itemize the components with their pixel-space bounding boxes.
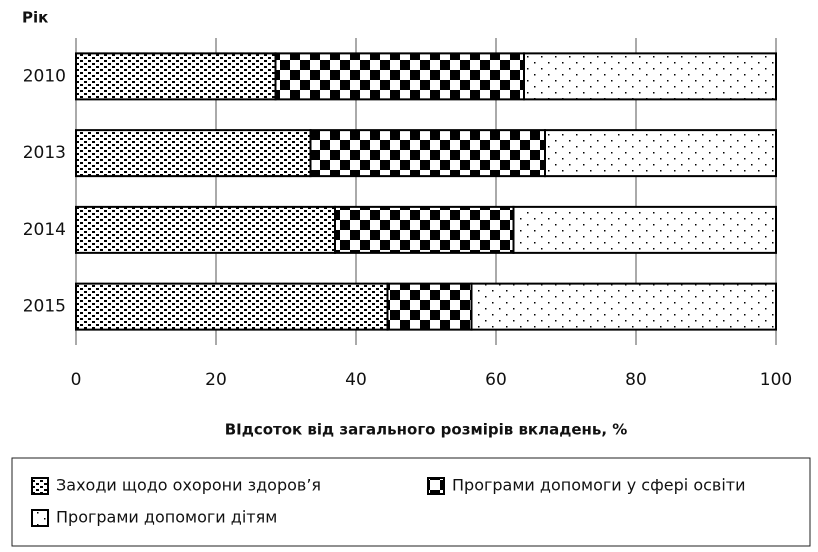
bar-segment bbox=[274, 52, 525, 101]
x-tick-label: 0 bbox=[71, 370, 82, 390]
bar-segment bbox=[75, 282, 389, 331]
x-tick-label: 60 bbox=[485, 370, 507, 390]
bar-segment bbox=[75, 205, 336, 254]
bar-segment bbox=[544, 129, 777, 178]
bar-segment bbox=[309, 129, 546, 178]
y-tick-label: 2014 bbox=[23, 220, 66, 240]
legend-label: Програми допомоги дітям bbox=[56, 508, 277, 527]
x-axis-label: ВІдсоток від загального розмірів вкладен… bbox=[225, 421, 628, 439]
legend-marker bbox=[31, 509, 49, 527]
x-tick-label: 20 bbox=[205, 370, 227, 390]
bar-segment bbox=[386, 282, 473, 331]
bar-segment bbox=[523, 52, 777, 101]
x-tick-label: 40 bbox=[345, 370, 367, 390]
legend-marker bbox=[31, 477, 49, 495]
bar-segment bbox=[75, 52, 277, 101]
y-tick-label: 2010 bbox=[23, 66, 66, 86]
bar-segment bbox=[512, 205, 777, 254]
x-tick-label: 100 bbox=[760, 370, 792, 390]
x-tick-label: 80 bbox=[625, 370, 647, 390]
bar-segment bbox=[334, 205, 515, 254]
legend-box bbox=[11, 457, 811, 547]
legend-label: Програми допомоги у сфері освіти bbox=[452, 476, 746, 495]
y-axis-label: Рік bbox=[22, 9, 48, 27]
y-tick-label: 2015 bbox=[23, 297, 66, 317]
legend-marker bbox=[427, 477, 445, 495]
legend-label: Заходи щодо охорони здоров’я bbox=[56, 476, 321, 495]
y-tick-label: 2013 bbox=[23, 143, 66, 163]
bar-segment bbox=[470, 282, 777, 331]
bar-segment bbox=[75, 129, 312, 178]
